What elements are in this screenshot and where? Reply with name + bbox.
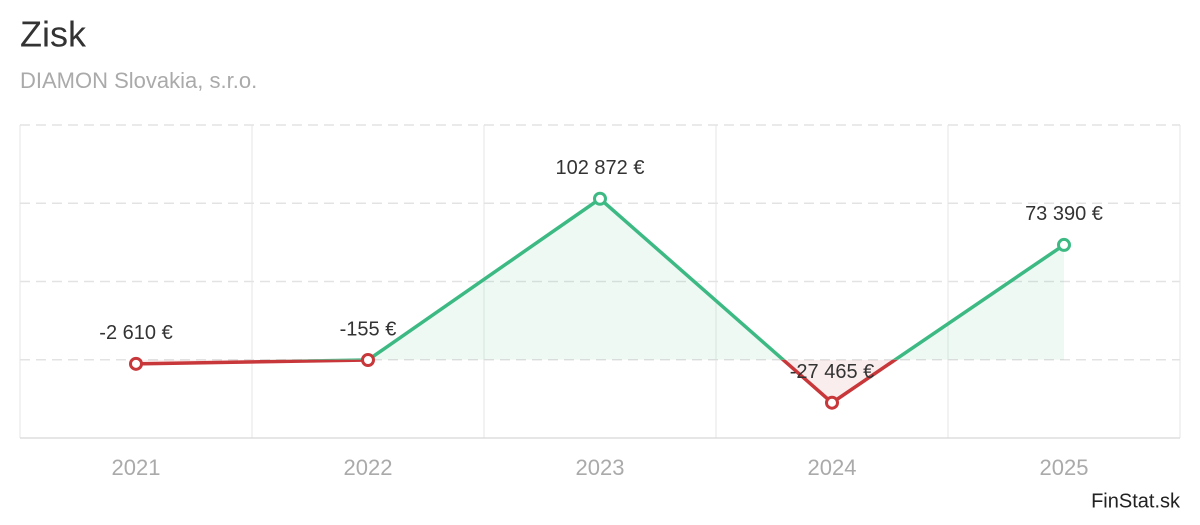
- point: [361, 352, 375, 367]
- point: [825, 395, 839, 410]
- chart-title: Zisk: [20, 14, 87, 55]
- data-label: 73 390 €: [1025, 203, 1103, 225]
- point: [129, 356, 143, 371]
- data-label: -2 610 €: [99, 322, 172, 344]
- x-tick-label: 2022: [344, 455, 393, 480]
- data-label: 102 872 €: [556, 157, 645, 179]
- point: [1057, 237, 1071, 252]
- point: [593, 191, 607, 206]
- line: [135, 359, 899, 405]
- x-tick-label: 2021: [112, 455, 161, 480]
- area: [136, 198, 1064, 360]
- area: [136, 359, 1064, 403]
- x-tick-label: 2023: [576, 455, 625, 480]
- x-tick-label: 2025: [1040, 455, 1089, 480]
- source: FinStat.sk: [1091, 490, 1181, 512]
- data-label: -27 465 €: [790, 361, 875, 383]
- chart-subtitle: DIAMON Slovakia, s.r.o.: [20, 68, 257, 93]
- x-tick-label: 2024: [808, 455, 857, 480]
- data-label: -155 €: [340, 318, 397, 340]
